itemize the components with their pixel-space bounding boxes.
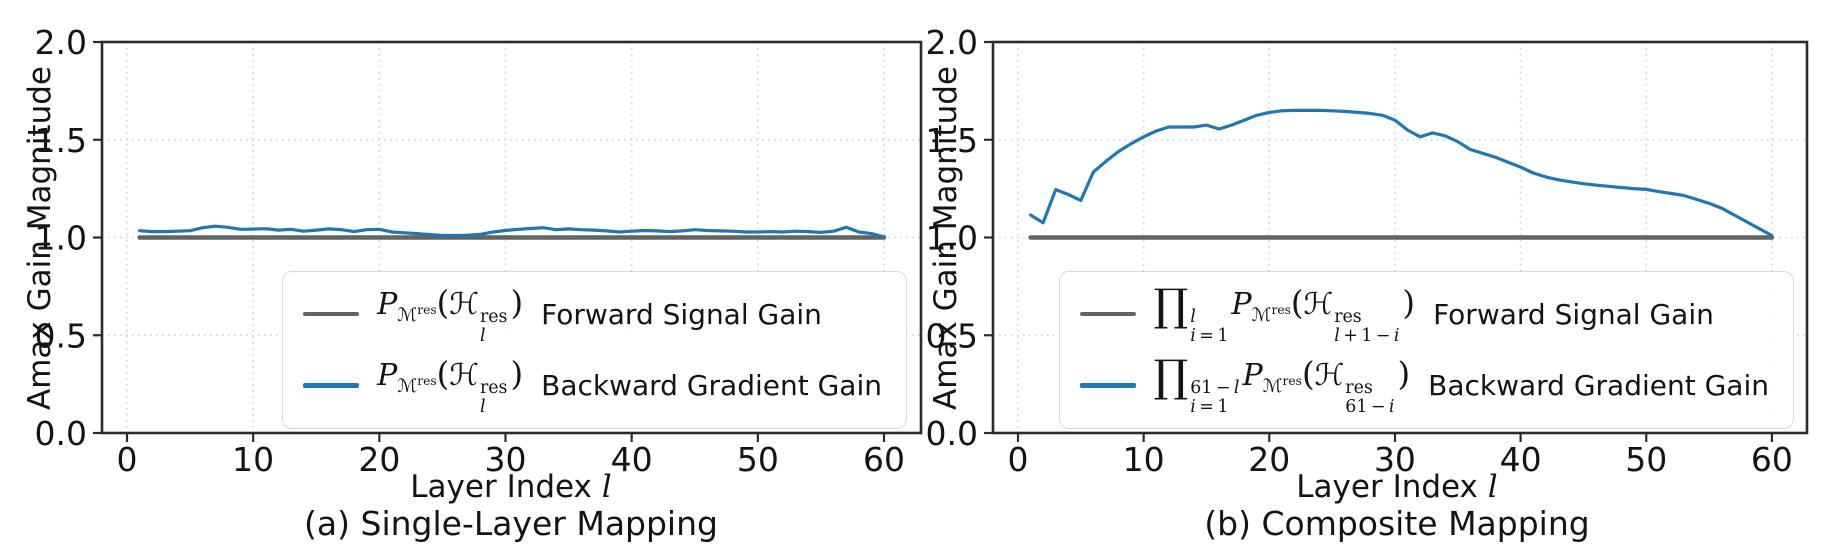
- x-tick-label: 0: [1008, 440, 1029, 479]
- caption-a: (a) Single-Layer Mapping: [304, 504, 718, 543]
- y-tick-label: 2.0: [35, 23, 87, 62]
- y-axis-label-left: Amax Gain Magnitude: [22, 66, 58, 410]
- y-tick-label: 1.0: [926, 219, 978, 258]
- backward-line-sample: [1079, 383, 1136, 388]
- legend-label: Forward Signal Gain: [1433, 297, 1714, 331]
- legend-label: Backward Gradient Gain: [1428, 368, 1769, 402]
- y-tick-label: 0.0: [35, 414, 87, 453]
- legend-label: Forward Signal Gain: [541, 297, 822, 331]
- plot-a-backward-gradient-line: [138, 224, 886, 239]
- x-tick-label: 50: [737, 440, 779, 479]
- plot-b-backward-gradient-line: [1028, 108, 1774, 238]
- forward-line-sample: [303, 311, 360, 317]
- legend-math: ∏ l i = 1 Pℳres(ℋ res l + 1 − i): [1153, 280, 1416, 346]
- x-tick-label: 40: [611, 440, 653, 479]
- x-tick-label: 60: [1751, 440, 1793, 479]
- legend-entry-forward: Pℳres(ℋ res l) Forward Signal Gain: [303, 284, 882, 345]
- x-tick-label: 0: [117, 440, 138, 479]
- x-tick-label: 30: [485, 440, 527, 479]
- legend-a: Pℳres(ℋ res l) Forward Signal Gain Pℳres(ℋ…: [282, 270, 907, 429]
- y-tick-label: 0.0: [926, 414, 978, 453]
- x-axis-label-text: Layer Index: [410, 469, 592, 505]
- backward-line-sample: [303, 383, 360, 388]
- y-tick-label: 1.5: [35, 121, 87, 160]
- legend-label: Backward Gradient Gain: [541, 368, 882, 402]
- y-tick-label: 0.5: [35, 316, 87, 355]
- x-axis-label-text: Layer Index: [1296, 469, 1478, 505]
- legend-entry-forward: ∏ l i = 1 Pℳres(ℋ res l + 1 − i) Forward Sign…: [1079, 280, 1769, 346]
- forward-line-sample: [1079, 311, 1136, 317]
- legend-b: ∏ l i = 1 Pℳres(ℋ res l + 1 − i) Forward Sign…: [1058, 270, 1794, 429]
- x-axis-label-left: Layer Index l: [261, 469, 761, 505]
- y-tick-label: 1.0: [35, 219, 87, 258]
- y-axis-label-right: Amax Gain Magnitude: [928, 66, 964, 410]
- x-tick-label: 10: [1123, 440, 1165, 479]
- x-axis-label-variable: l: [1487, 469, 1498, 505]
- x-tick-label: 40: [1500, 440, 1542, 479]
- x-tick-label: 50: [1625, 440, 1667, 479]
- legend-math: Pℳres(ℋ res l): [377, 283, 524, 346]
- legend-math: Pℳres(ℋ res l): [377, 354, 524, 417]
- x-axis-label-variable: l: [601, 469, 612, 505]
- x-tick-label: 20: [358, 440, 400, 479]
- y-tick-label: 0.5: [926, 316, 978, 355]
- y-tick-label: 1.5: [926, 121, 978, 160]
- caption-b: (b) Composite Mapping: [1204, 504, 1590, 543]
- x-tick-label: 30: [1374, 440, 1416, 479]
- legend-entry-backward: Pℳres(ℋ res l) Backward Gradient Gain: [303, 355, 882, 416]
- y-tick-label: 2.0: [926, 23, 978, 62]
- x-tick-label: 10: [232, 440, 274, 479]
- x-tick-label: 20: [1248, 440, 1290, 479]
- x-tick-label: 60: [863, 440, 905, 479]
- x-axis-label-right: Layer Index l: [1147, 469, 1647, 505]
